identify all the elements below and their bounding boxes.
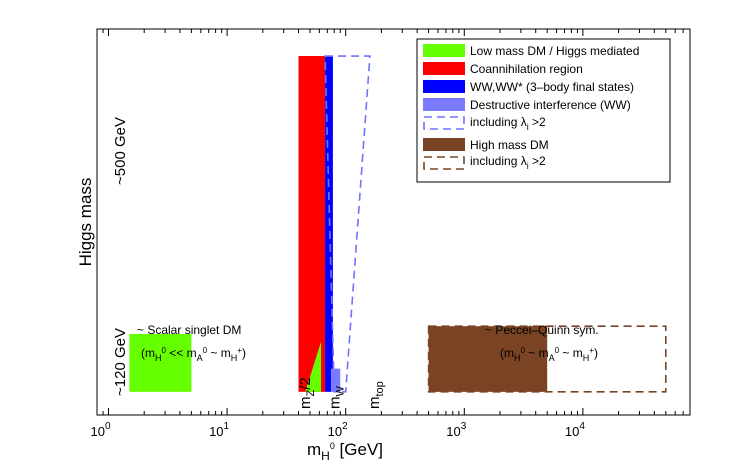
peccei-quinn-expr: (mH0 ~ mA0 ~ mH+) xyxy=(500,346,598,363)
mw-label: mW xyxy=(326,386,346,410)
region-low-mass-triangle xyxy=(305,341,322,392)
mz-half-label: mZ/2 xyxy=(297,377,317,409)
legend: Low mass DM / Higgs mediated Coannihilat… xyxy=(416,38,671,183)
region-coannihilation xyxy=(298,56,326,392)
x-tick-label: 100 xyxy=(90,421,110,439)
region-blue-dashed-lambda xyxy=(324,55,371,393)
y-marker-500: ~500 GeV xyxy=(112,117,129,185)
scalar-singlet-expr: (mH0 << mA0 ~ mH+) xyxy=(141,346,246,363)
legend-label-ww: WW,WW* (3–body final states) xyxy=(470,80,634,94)
scalar-singlet-label: ~ Scalar singlet DM xyxy=(137,323,241,337)
region-low-mass-dm xyxy=(129,333,192,392)
legend-swatch-destructive xyxy=(423,98,465,111)
region-brown-dashed-lambda xyxy=(427,325,667,393)
mtop-label: mtop xyxy=(366,381,386,409)
x-tick-label: 101 xyxy=(209,421,229,439)
legend-label-destructive: Destructive interference (WW) xyxy=(470,98,631,112)
region-destructive-interference xyxy=(330,368,341,392)
legend-label-low-mass: Low mass DM / Higgs mediated xyxy=(470,44,639,58)
legend-label-brown-dashed: including λi >2 xyxy=(470,154,546,171)
x-axis-title: mH0 [GeV] xyxy=(307,440,383,463)
legend-swatch-low-mass xyxy=(423,44,465,57)
peccei-quinn-label: ~ Peccei–Quinn sym. xyxy=(485,323,599,337)
y-marker-120: ~120 GeV xyxy=(112,328,129,396)
y-axis-title: Higgs mass xyxy=(76,178,95,267)
axes-frame xyxy=(96,28,691,416)
legend-swatch-ww xyxy=(423,80,465,93)
legend-swatch-brown-dashed xyxy=(423,156,465,170)
legend-label-blue-dashed: including λi >2 xyxy=(470,115,546,132)
x-tick-label: 103 xyxy=(446,421,466,439)
legend-swatch-coannihilation xyxy=(423,62,465,75)
x-tick-label: 104 xyxy=(565,421,585,439)
region-high-mass-dm xyxy=(428,326,548,392)
legend-label-coannihilation: Coannihilation region xyxy=(470,62,583,76)
legend-label-high-mass: High mass DM xyxy=(470,138,549,152)
legend-swatch-blue-dashed xyxy=(423,116,465,130)
x-ticks: 100 101 102 103 104 xyxy=(90,29,691,439)
x-tick-label: 102 xyxy=(328,421,348,439)
legend-swatch-high-mass xyxy=(423,138,465,151)
